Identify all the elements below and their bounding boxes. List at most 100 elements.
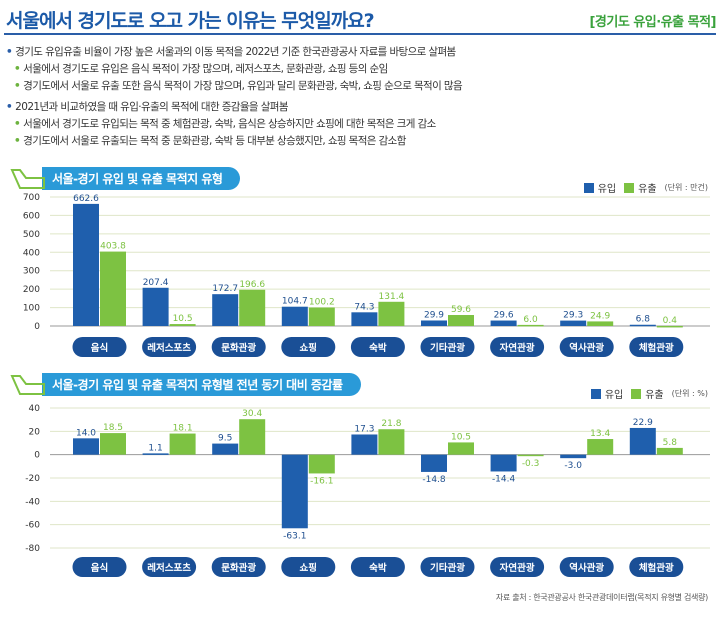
outflow-bar [378,429,405,455]
data-label: 6.0 [523,315,538,325]
outflow-bar [100,251,126,326]
chart1: 0 100 200 300 400 500 600 700 662.6 403.8 음식 207.4 1… [23,193,710,357]
category-label: 기타관광 [430,562,465,574]
data-label: 22.9 [633,418,653,428]
data-label: 1.1 [148,443,162,453]
outflow-bar [517,454,544,457]
data-label: 104.7 [282,297,308,307]
category-pill [420,557,475,577]
category-pill [142,337,197,357]
inflow-bar [212,443,239,455]
chart2-title: 서울-경기 유입 및 유출 목적지 유형별 전년 동기 대비 증감률 [42,372,361,396]
outflow-bar [656,447,683,455]
data-label: 207.4 [143,278,169,288]
data-label: 24.9 [590,311,610,321]
outflow-bar [587,439,614,455]
y-tick-label: 300 [23,267,40,277]
y-tick-label: 700 [23,193,40,203]
y-tick-label: 0 [34,322,40,332]
data-label: 30.4 [242,409,262,419]
category-pill [559,557,614,577]
data-label: 17.3 [354,424,374,434]
outflow-bar [448,315,474,326]
category-label: 자연관광 [500,342,535,354]
data-label: 662.6 [73,194,99,204]
y-tick-label: 0 [34,451,40,461]
legend-outflow-swatch [631,388,642,399]
y-tick-label: 200 [23,285,40,295]
title-divider [4,33,716,35]
inflow-bar [212,294,239,326]
bullet-dot-icon: • [14,80,24,92]
bullet-dot-icon: • [14,63,24,75]
data-label: 29.9 [424,310,444,320]
data-label: 10.5 [451,432,471,442]
category-pill [142,557,197,577]
legend-inflow: 유입 [597,184,617,195]
data-label: -14.8 [422,475,446,485]
category-pill [350,337,405,357]
inflow-bar [281,306,308,326]
bullet-item: • 경기도에서 서울로 유출되는 목적 중 문화관광, 숙박 등 대부분 상승했… [14,133,406,148]
bullet-text: 서울에서 경기도로 유입은 음식 목적이 가장 많으며, 레저스포츠, 문화관광… [23,63,388,75]
category-pill [281,337,336,357]
data-label: 18.5 [103,423,123,433]
y-tick-label: 40 [29,404,41,414]
bullet-text: 경기도에서 서울로 유출되는 목적 중 문화관광, 숙박 등 대부분 상승했지만… [23,135,406,147]
bullet-dot-icon: • [6,101,16,113]
category-label: 기타관광 [430,342,465,354]
bullet-dot-icon: • [14,135,24,147]
category-label: 쇼핑 [300,562,317,574]
hand-pointer-icon [8,373,48,395]
data-label: 13.4 [590,429,610,439]
category-label: 음식 [91,562,108,574]
category-pill [350,557,405,577]
data-label: 131.4 [379,292,405,302]
chart2-unit: (단위 : %) [671,389,708,398]
inflow-bar [560,454,587,459]
outflow-bar [656,325,683,328]
inflow-bar [490,454,517,472]
outflow-bar [239,419,266,455]
legend-outflow: 유출 [638,184,657,195]
inflow-bar [73,203,99,326]
outflow-bar [169,324,196,326]
category-label: 문화관광 [221,562,256,574]
legend-outflow-swatch [624,182,635,193]
inflow-bar [281,454,308,529]
category-label: 체험관광 [639,342,674,354]
category-label: 숙박 [369,562,387,574]
page-title: 서울에서 경기도로 오고 가는 이유는 무엇일까요? [6,10,375,32]
outflow-bar [308,307,335,326]
outflow-bar [378,301,405,326]
category-label: 레저스포츠 [147,342,191,354]
inflow-bar [629,427,656,455]
outflow-bar [587,321,614,326]
chart1-header: 서울-경기 유입 및 유출 목적지 유형 [8,166,241,190]
category-label: 숙박 [369,342,387,354]
outflow-bar [517,324,544,327]
bullet-item: • 서울에서 경기도로 유입되는 목적 중 체험관광, 숙박, 음식은 상승하지… [14,116,436,131]
data-label: 5.8 [663,438,678,448]
bullet-dot-icon: • [6,46,16,58]
inflow-bar [560,320,587,326]
page-tag: [경기도 유입·유출 목적] [589,15,716,30]
legend-inflow-swatch [583,182,594,193]
inflow-bar [421,454,447,472]
data-label: 10.5 [173,314,193,324]
chart2: -80 -60 -40 -20 0 20 40 14.0 18.5 음식 1.1 18.1 레저스포츠 9… [25,404,710,577]
inflow-bar [351,434,378,455]
category-label: 역사관광 [569,342,604,354]
data-label: -63.1 [283,531,306,541]
bullet-text: 서울에서 경기도로 유입되는 목적 중 체험관광, 숙박, 음식은 상승하지만 … [23,118,436,130]
chart2-header: 서울-경기 유입 및 유출 목적지 유형별 전년 동기 대비 증감률 [8,372,361,396]
y-tick-label: -60 [25,521,40,531]
inflow-bar [629,324,656,327]
bullet-text: 2021년과 비교하였을 때 유입·유출의 목적에 대한 증감율을 살펴봄 [15,101,288,113]
data-label: 29.3 [563,311,583,321]
category-pill [490,337,545,357]
category-label: 역사관광 [569,562,604,574]
outflow-bar [100,433,126,455]
category-label: 음식 [91,342,108,354]
y-tick-label: -80 [25,544,40,554]
